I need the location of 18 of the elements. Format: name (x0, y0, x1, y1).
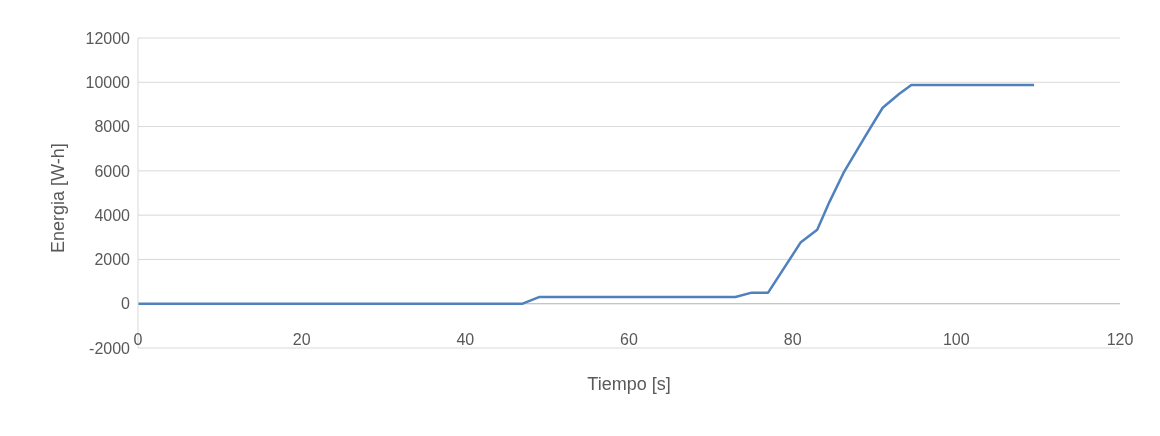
x-tick-label: 0 (133, 331, 143, 349)
x-tick-label: 20 (292, 331, 311, 349)
y-tick-label: 2000 (94, 251, 131, 269)
x-axis-title: Tiempo [s] (587, 374, 671, 394)
x-tick-label: 40 (456, 331, 475, 349)
y-tick-label: 12000 (85, 29, 131, 47)
x-tick-label: 80 (783, 331, 802, 349)
x-tick-label: 120 (1106, 331, 1134, 349)
y-tick-label: 10000 (85, 73, 131, 91)
y-tick-label: -2000 (89, 339, 131, 357)
x-tick-label: 60 (620, 331, 638, 349)
x-tick-label: 100 (942, 331, 970, 349)
y-tick-label: 4000 (94, 206, 131, 224)
y-axis-title: Energia [W-h] (48, 143, 69, 253)
line-series (138, 83, 1036, 305)
y-tick-label: 0 (121, 295, 131, 313)
y-tick-label: 8000 (94, 118, 131, 136)
y-tick-label: 6000 (94, 162, 131, 180)
